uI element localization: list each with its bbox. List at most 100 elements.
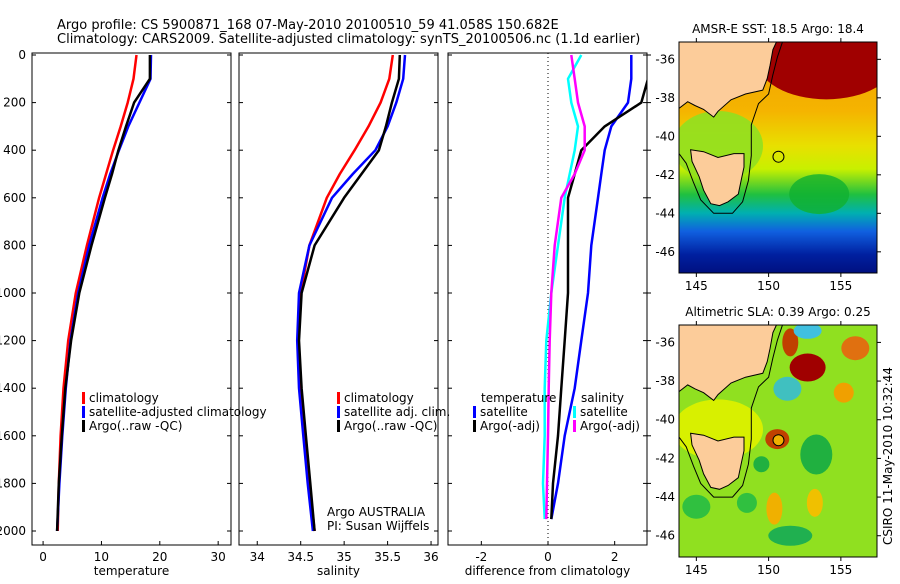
x-tick-label: 150 [757,563,780,577]
x-tick-label: 36 [423,550,438,564]
cool-patch [789,174,850,215]
annotation-line2: PI: Susan Wijffels [327,519,429,533]
sla-anomaly [789,353,826,382]
series-group [541,54,647,520]
series-line-2 [541,54,583,520]
series-line-3 [545,54,586,520]
legend-swatch [82,392,85,404]
tasmania [690,432,745,490]
sla-anomaly [833,382,854,403]
series-line-0 [550,55,633,520]
y-tick-label: -38 [655,374,675,388]
y-tick-label: -44 [655,490,675,504]
profile-panel-1: 34 34.5 35 35.5 36 salinity [238,52,439,578]
series-line-1 [295,54,407,532]
legend-label: satellite adj. clim. [344,405,450,419]
figure-title-line2: Climatology: CARS2009. Satellite-adjuste… [57,32,640,47]
y-tick-label: -40 [655,413,675,427]
shelf-contour [679,325,783,498]
map-frame [678,324,878,558]
legend-label: climatology [89,391,159,405]
x-tick-label: 0 [39,550,47,564]
y-tick-label: -46 [655,245,675,259]
series-line-0 [296,54,395,532]
sla-anomaly [782,328,799,357]
legend-label: satellite [580,405,628,419]
y-tick-label: -44 [655,206,675,220]
shelf-contour [679,42,783,214]
series-group [295,54,407,532]
sla-anomaly [773,376,802,401]
map-title: AMSR-E SST: 18.5 Argo: 18.4 [692,22,864,36]
legend-label: satellite-adjusted climatology [89,405,267,419]
mainland-australia [679,325,777,402]
y-tick-label: 1600 [0,429,26,443]
legend-swatch [573,406,576,418]
x-tick-label: 155 [829,279,852,293]
x-axis-label: salinity [317,564,360,578]
sla-anomaly [736,492,757,513]
x-axis-label: difference from climatology [465,564,631,578]
y-tick-label: -38 [655,91,675,105]
legend-difference: temperature salinitysatelliteArgo(-adj)sa… [473,391,640,433]
plot-frame [238,52,439,546]
y-tick-label: 1000 [0,286,26,300]
y-tick-label: 600 [3,191,26,205]
x-tick-label: 34 [250,550,265,564]
y-tick-label: 2000 [0,524,26,538]
tasmania [690,149,745,207]
y-tick-label: 400 [3,143,26,157]
y-tick-label: -36 [655,335,675,349]
y-tick-label: 1400 [0,381,26,395]
legend-label: Argo(..raw -QC) [344,419,437,433]
annotation-line1: Argo AUSTRALIA [327,505,426,519]
warm-eddy [756,42,877,100]
figure-title-line1: Argo profile: CS 5900871_168 07-May-2010… [57,18,559,33]
y-tick-label: 0 [18,48,26,62]
legend-label: satellite [480,405,528,419]
sla-anomaly [806,488,823,517]
sla-anomaly [766,492,783,525]
series-line-2 [55,55,152,532]
x-tick-label: 0 [544,550,552,564]
y-tick-label: -46 [655,529,675,543]
legend-swatch [82,406,85,418]
sla-anomaly [841,336,870,361]
legend-swatch [337,420,340,432]
profile-panel-0: 0 10 20 30 temperature 0 200 400 600 800 1000 1200 1… [0,48,232,578]
mainland-australia [679,42,777,118]
x-tick-label: -2 [475,550,487,564]
sla-anomaly [800,434,833,475]
y-tick-label: -42 [655,168,675,182]
series-line-1 [55,54,153,532]
x-tick-label: 34.5 [287,550,314,564]
x-tick-label: 145 [685,279,708,293]
x-tick-label: 145 [685,563,708,577]
sla-anomaly [753,456,770,473]
legend-label: Argo(-adj) [580,419,640,433]
x-tick-label: 2 [611,550,619,564]
sla-map: Altimetric SLA: 0.39 Argo: 0.25 145 150 155… [655,305,881,577]
x-tick-label: 155 [829,563,852,577]
legend-swatch [82,420,85,432]
legend-label: Argo(-adj) [480,419,540,433]
y-tick-label: -42 [655,451,675,465]
legend-swatch [337,392,340,404]
x-tick-label: 150 [757,279,780,293]
legend-label: Argo(..raw -QC) [89,419,182,433]
sla-anomaly [793,325,822,339]
sla-anomaly [682,494,711,519]
x-tick-label: 30 [211,550,226,564]
sla-anomaly [768,525,813,546]
argo-float-marker [772,150,785,163]
y-tick-label: 800 [3,238,26,252]
series-group [55,54,153,532]
x-tick-label: 20 [152,550,167,564]
series-line-1 [550,55,647,520]
legend-swatch [473,406,476,418]
y-tick-label: 200 [3,96,26,110]
